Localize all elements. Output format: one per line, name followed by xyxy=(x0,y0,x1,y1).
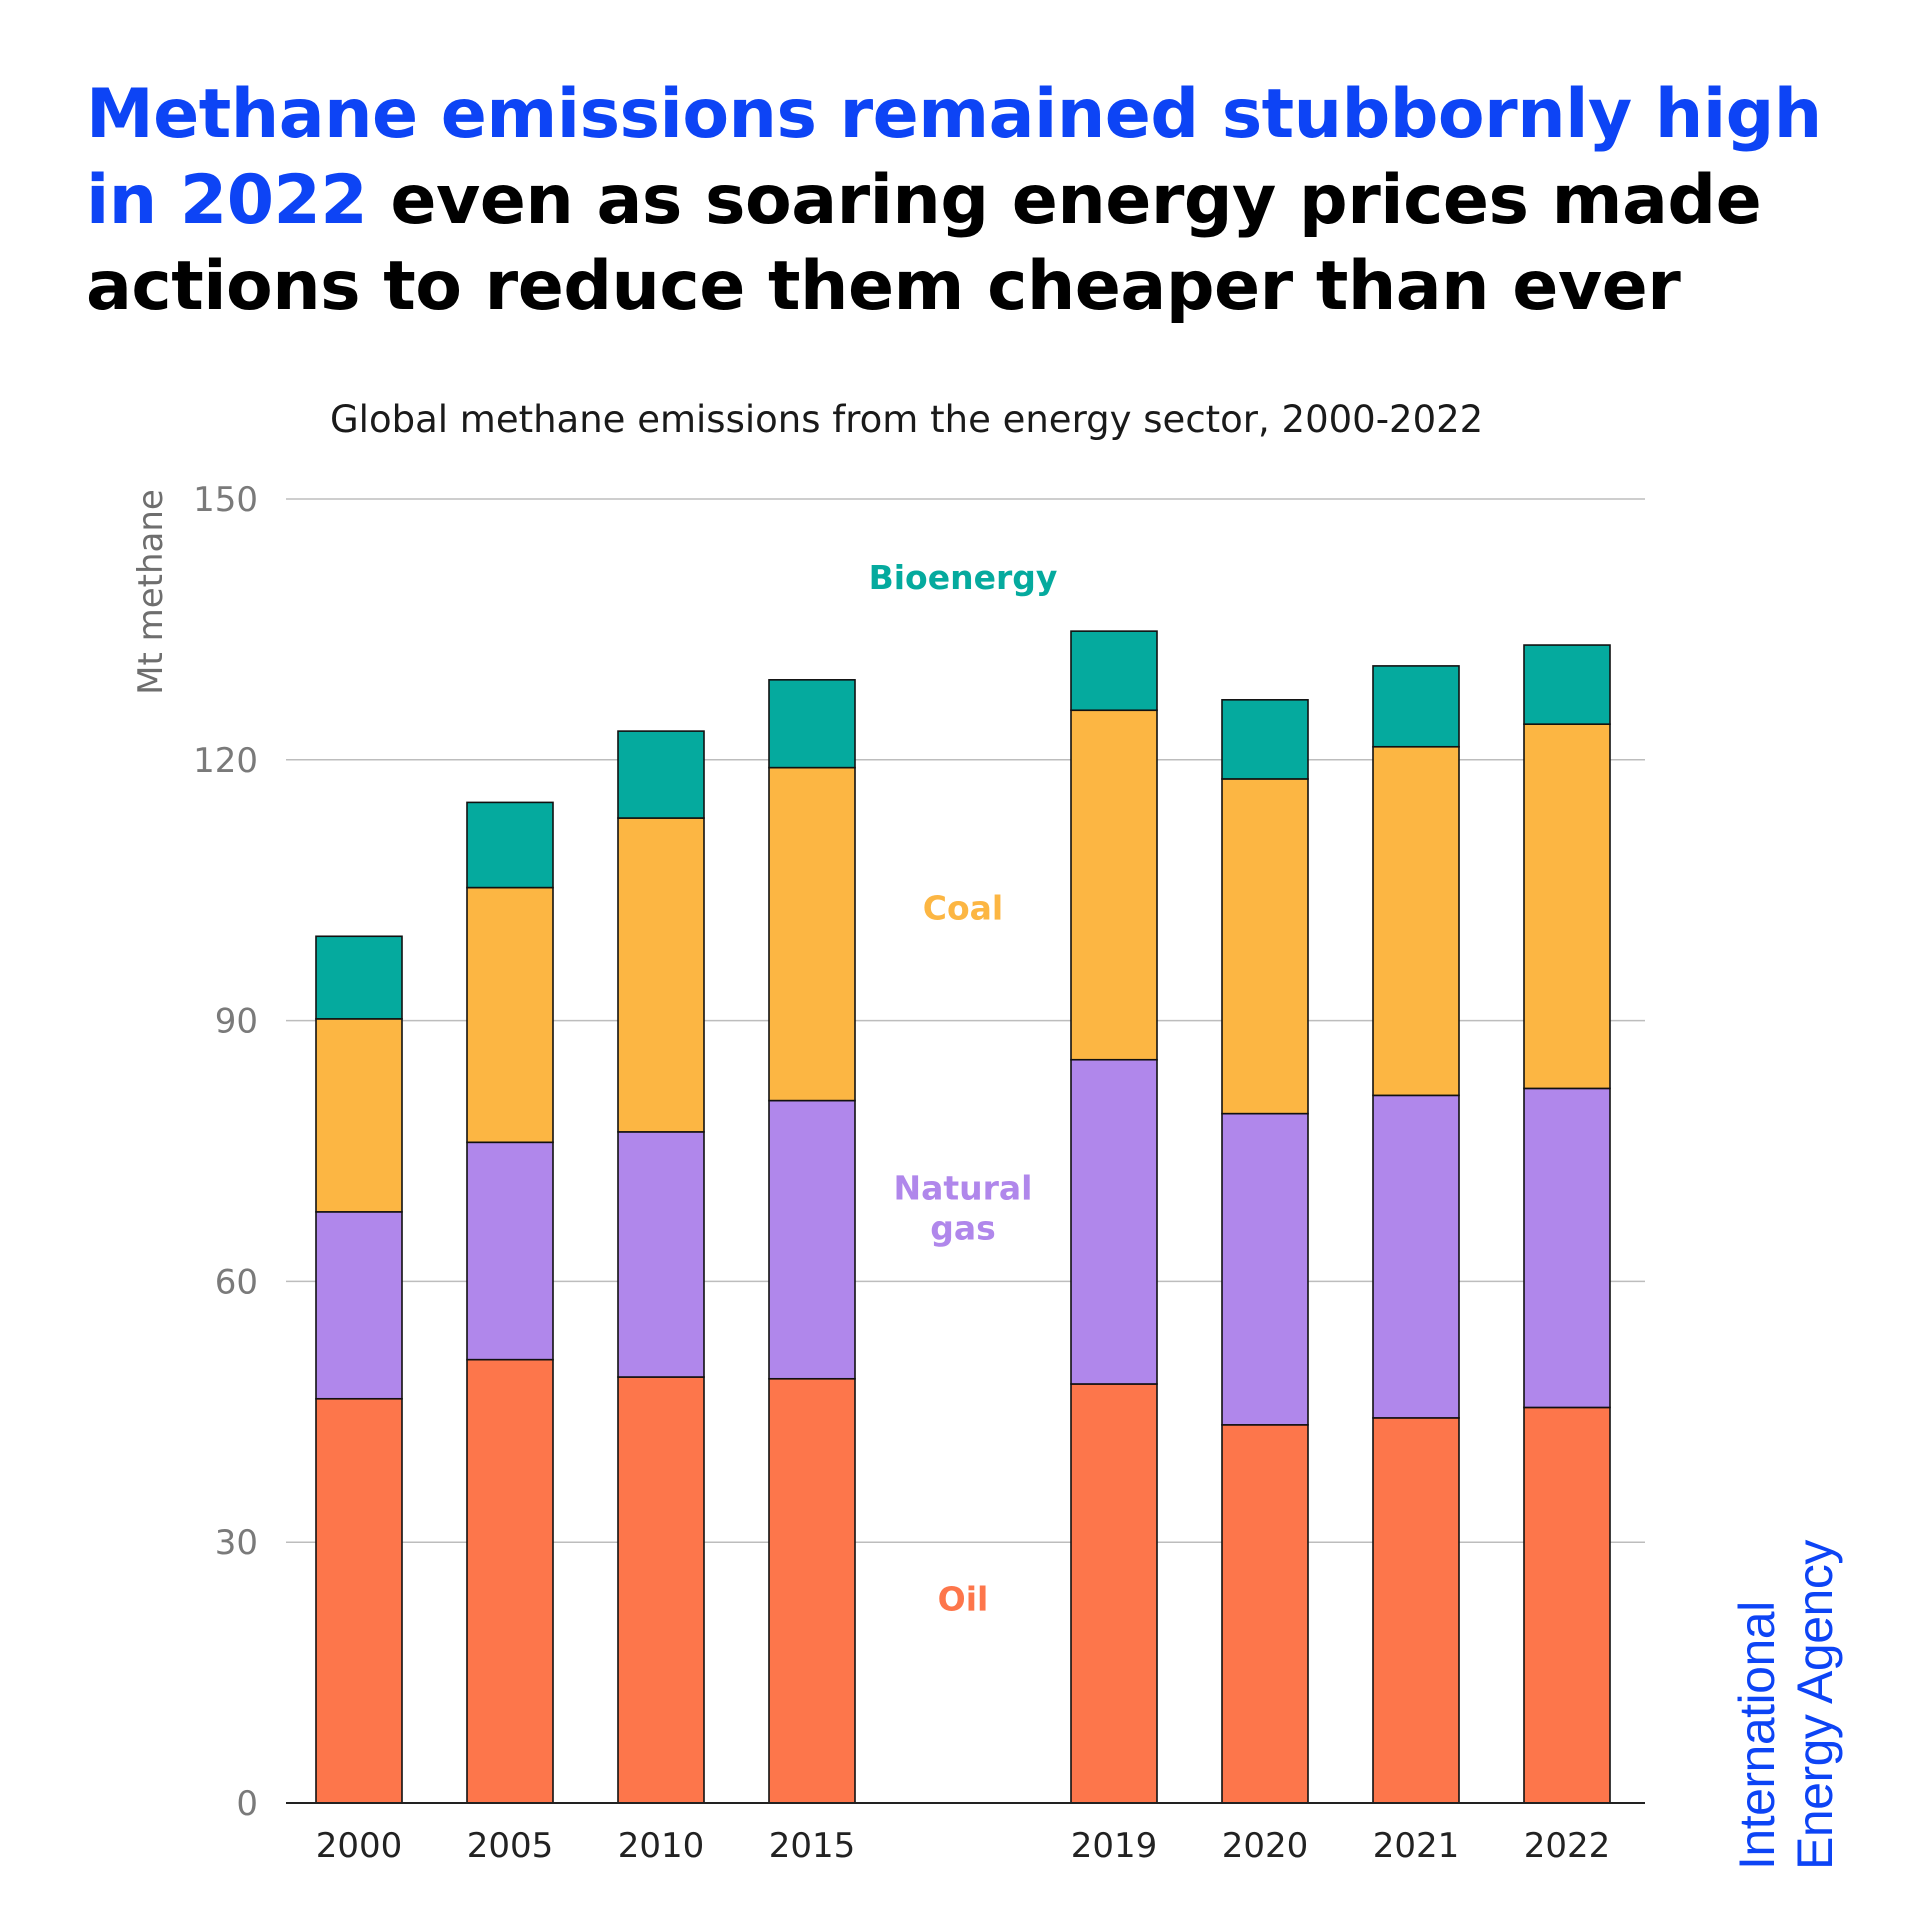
bar-segment-natural-gas xyxy=(466,1141,554,1361)
bar-segment-coal xyxy=(315,1018,403,1213)
x-tick-label: 2015 xyxy=(769,1826,856,1866)
bar-segment-oil xyxy=(466,1358,554,1804)
x-tick-label: 2010 xyxy=(618,1826,705,1866)
bar-segment-coal xyxy=(1070,709,1158,1061)
bar-segment-natural-gas xyxy=(768,1099,856,1380)
headline: Methane emissions remained stubbornly hi… xyxy=(86,72,1846,330)
x-tick-label: 2022 xyxy=(1524,1826,1611,1866)
bar-segment-natural-gas xyxy=(1523,1087,1611,1409)
bar-segment-oil xyxy=(617,1376,705,1804)
bar-segment-natural-gas xyxy=(1221,1112,1309,1426)
y-tick-label: 150 xyxy=(193,480,258,520)
bar-segment-bioenergy xyxy=(768,679,856,769)
bar-segment-coal xyxy=(617,817,705,1133)
logo-line-1: International xyxy=(1729,1601,1785,1870)
bar-segment-oil xyxy=(1221,1424,1309,1804)
bar-segment-coal xyxy=(1523,723,1611,1090)
bar-segment-oil xyxy=(768,1377,856,1804)
bar-segment-coal xyxy=(466,886,554,1144)
bar-segment-natural-gas xyxy=(1372,1094,1460,1419)
y-tick-label: 60 xyxy=(215,1262,258,1302)
y-tick-label: 0 xyxy=(236,1784,258,1824)
x-tick-label: 2020 xyxy=(1222,1826,1309,1866)
y-tick-label: 30 xyxy=(215,1523,258,1563)
x-tick-label: 2021 xyxy=(1373,1826,1460,1866)
bar-segment-oil xyxy=(1372,1417,1460,1804)
series-label-natural-gas: Natural xyxy=(893,1169,1032,1208)
y-tick-label: 120 xyxy=(193,741,258,781)
series-label-oil: Oil xyxy=(938,1580,989,1619)
headline-rest: even as soaring energy prices made actio… xyxy=(86,161,1762,326)
bar-segment-bioenergy xyxy=(315,935,403,1020)
chart-title: Global methane emissions from the energy… xyxy=(330,398,1484,441)
bar-segment-oil xyxy=(1523,1406,1611,1804)
bar-segment-oil xyxy=(1070,1383,1158,1804)
series-label-natural-gas: gas xyxy=(930,1209,996,1248)
bar-segment-bioenergy xyxy=(1372,665,1460,748)
y-tick-label: 90 xyxy=(215,1002,258,1042)
x-tick-label: 2000 xyxy=(316,1826,403,1866)
bar-segment-oil xyxy=(315,1397,403,1804)
x-tick-label: 2005 xyxy=(467,1826,554,1866)
bar-segment-natural-gas xyxy=(1070,1058,1158,1385)
series-label-coal: Coal xyxy=(923,889,1003,928)
bar-segment-bioenergy xyxy=(617,730,705,819)
y-axis-label: Mt methane xyxy=(131,489,171,695)
x-tick-label: 2019 xyxy=(1071,1826,1158,1866)
bar-segment-bioenergy xyxy=(1221,699,1309,780)
bar-segment-bioenergy xyxy=(1523,644,1611,725)
bar-segment-coal xyxy=(1221,778,1309,1115)
headline-highlight: Methane emissions remained stubbornly hi… xyxy=(86,75,1822,240)
bar-segment-natural-gas xyxy=(315,1211,403,1400)
bar-segment-natural-gas xyxy=(617,1131,705,1378)
iea-logo: International Energy Agency xyxy=(1728,1540,1844,1870)
series-label-bioenergy: Bioenergy xyxy=(869,558,1058,597)
bar-segment-coal xyxy=(768,766,856,1102)
bar-segment-coal xyxy=(1372,745,1460,1097)
logo-line-2: Energy Agency xyxy=(1787,1540,1843,1870)
bar-segment-bioenergy xyxy=(466,801,554,889)
bar-segment-bioenergy xyxy=(1070,630,1158,712)
